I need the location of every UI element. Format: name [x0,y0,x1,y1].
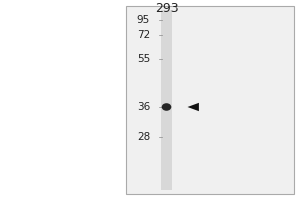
Text: 36: 36 [137,102,150,112]
Text: 95: 95 [137,15,150,25]
Text: 55: 55 [137,54,150,64]
Text: 72: 72 [137,30,150,40]
Bar [160,10,172,190]
Ellipse shape [162,103,171,111]
Bar [126,6,294,194]
Text: 28: 28 [137,132,150,142]
Text: 293: 293 [155,2,178,16]
Polygon shape [188,103,199,111]
